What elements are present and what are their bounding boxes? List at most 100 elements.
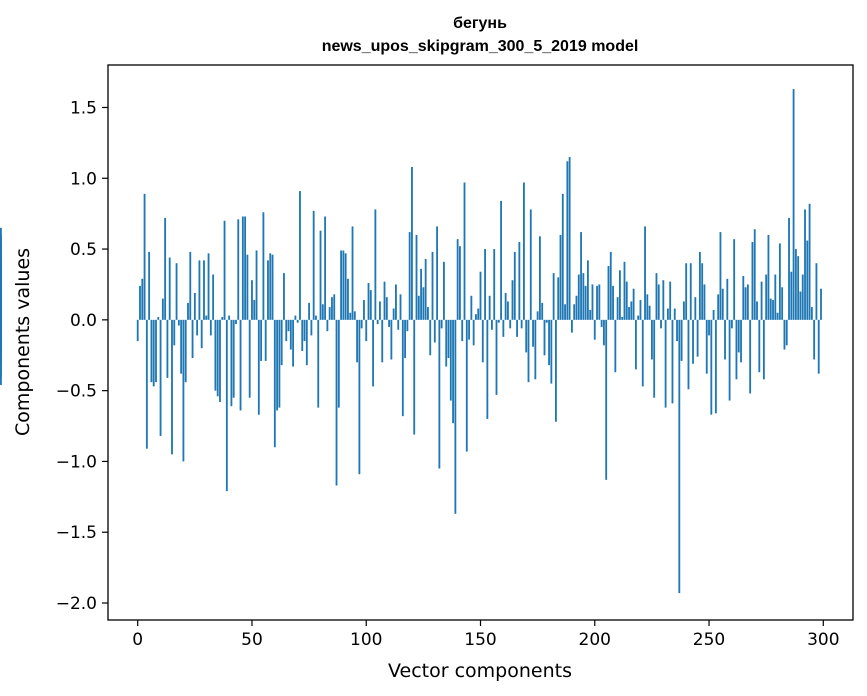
bar (200, 319, 203, 349)
bar (555, 319, 557, 422)
bar (737, 319, 740, 353)
bar (493, 249, 496, 320)
bar (804, 209, 806, 320)
bar (397, 319, 400, 330)
bar (429, 319, 432, 356)
bar (209, 319, 212, 336)
bar (477, 308, 480, 320)
bar (161, 298, 164, 320)
bar (244, 216, 247, 320)
bar (481, 319, 484, 363)
bar (241, 216, 244, 320)
bar (411, 166, 413, 320)
x-tick-label: 50 (241, 630, 263, 650)
bar (774, 274, 777, 320)
bar (214, 319, 217, 391)
bar (207, 253, 210, 320)
bar (404, 319, 406, 359)
bar (315, 315, 317, 320)
bar (705, 319, 708, 374)
x-tick-label: 150 (464, 630, 496, 650)
bar (273, 319, 276, 448)
bar (0, 271, 2, 320)
bar (305, 319, 308, 366)
bar (308, 302, 311, 320)
bar (168, 257, 171, 320)
bar (191, 319, 194, 359)
bar (671, 319, 674, 404)
bar (612, 285, 614, 320)
bar (733, 239, 736, 320)
bar (479, 271, 482, 320)
bar (575, 295, 578, 320)
bar (235, 319, 237, 325)
bar (436, 226, 438, 320)
bar (175, 263, 178, 320)
bar (331, 297, 333, 320)
bar (680, 319, 683, 361)
bar (504, 292, 507, 320)
bar (260, 319, 263, 361)
y-tick-label: 1.5 (70, 98, 97, 118)
bar (180, 319, 183, 374)
bar (312, 210, 315, 320)
bar (509, 319, 512, 329)
y-tick-label: 1.0 (70, 169, 97, 189)
bar (459, 246, 461, 320)
bar (203, 260, 205, 320)
bar (0, 305, 2, 320)
bar (785, 319, 788, 346)
bar (187, 302, 189, 320)
bar (269, 253, 272, 320)
bar (401, 319, 404, 417)
bar (193, 292, 196, 320)
bar (616, 297, 619, 320)
bar (783, 319, 786, 350)
bar (463, 182, 466, 320)
bar (353, 311, 356, 320)
bar (276, 319, 279, 411)
bar (292, 319, 295, 367)
bar (539, 236, 541, 320)
bar (278, 319, 281, 408)
bar (205, 315, 208, 320)
bar (221, 317, 224, 320)
bar (285, 319, 288, 342)
bar (717, 294, 720, 320)
bar (225, 319, 228, 492)
bar (365, 319, 368, 342)
bar (484, 249, 486, 320)
bar (673, 308, 676, 320)
bar (625, 281, 628, 320)
bar (422, 287, 425, 320)
bar (431, 251, 434, 320)
bar (582, 273, 585, 320)
x-axis-ticks: 0 50 100 150 200 250 300 (132, 620, 840, 650)
bar (383, 281, 386, 320)
bar (532, 319, 534, 347)
bar (239, 319, 242, 411)
bar (159, 319, 162, 436)
bar (177, 319, 180, 326)
bar (703, 284, 706, 320)
bar (139, 285, 141, 320)
bar (381, 319, 384, 363)
bar (568, 157, 571, 320)
bar (730, 319, 733, 329)
bar (664, 319, 667, 408)
bar (196, 319, 199, 336)
bar (223, 220, 226, 320)
bar (653, 319, 656, 398)
bar (758, 319, 761, 373)
bar (182, 319, 185, 462)
bar (792, 89, 795, 320)
bar (237, 219, 240, 320)
y-tick-label: −0.5 (56, 382, 97, 402)
bar (637, 315, 640, 320)
bar (470, 295, 473, 320)
bar (408, 232, 411, 320)
bar (164, 217, 167, 320)
bar (621, 317, 624, 320)
bar (415, 234, 418, 320)
bar (609, 251, 612, 320)
